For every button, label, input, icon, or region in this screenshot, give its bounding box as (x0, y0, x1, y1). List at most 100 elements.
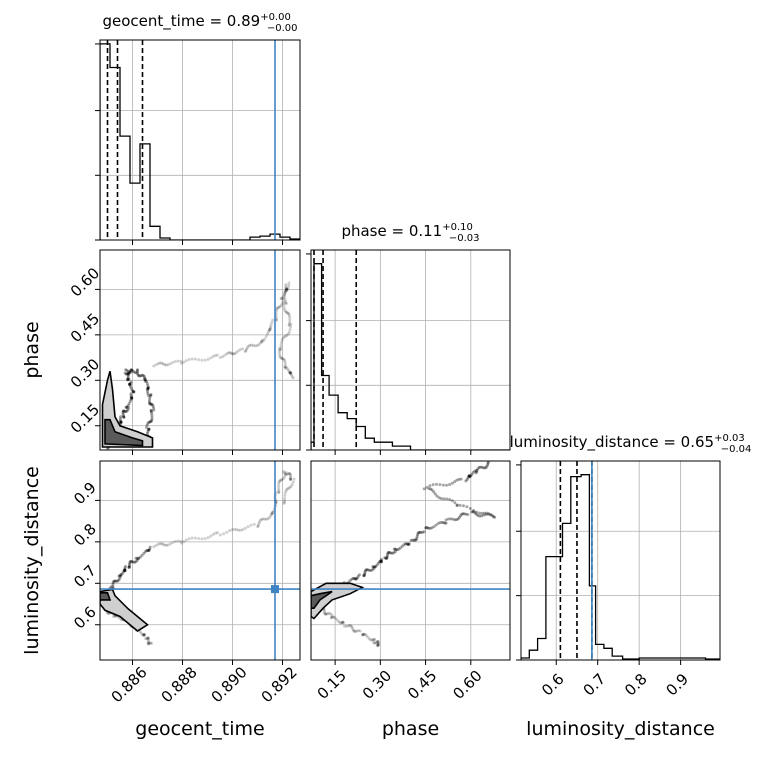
sample-point (480, 511, 484, 515)
sample-point (156, 362, 160, 366)
sample-point (361, 633, 365, 637)
panel-frame (310, 249, 511, 451)
sample-point (376, 641, 380, 645)
sample-point (149, 393, 153, 397)
sample-point (282, 500, 286, 504)
ytick-label: 0.45 (67, 310, 103, 346)
sample-point (243, 526, 247, 530)
sample-point (264, 517, 268, 521)
sample-point (286, 486, 290, 490)
sample-point (288, 371, 292, 375)
sample-point (187, 357, 191, 361)
sample-point (142, 633, 146, 637)
sample-point (152, 545, 156, 549)
sample-point (129, 380, 133, 384)
sample-point (354, 577, 358, 581)
sample-point (149, 641, 153, 645)
sample-point (237, 528, 241, 532)
ytick-label: 0.7 (70, 561, 100, 591)
sample-point (133, 560, 137, 564)
xtick-label: 0.886 (108, 663, 151, 706)
sample-point (376, 640, 380, 644)
sample-point (385, 555, 389, 559)
sample-point (289, 371, 293, 375)
panel-title-luminosity_distance: luminosity_distance = 0.65+0.03 −0.04 (510, 433, 752, 455)
sample-point (112, 580, 116, 584)
sample-point (129, 368, 133, 372)
sample-point (129, 384, 133, 388)
sample-point (234, 350, 238, 354)
sample-point (123, 568, 127, 572)
sample-point (148, 545, 152, 549)
sample-point (468, 474, 472, 478)
sample-point (283, 366, 287, 370)
sample-point (266, 517, 270, 521)
sample-point (215, 531, 219, 535)
sample-point (269, 325, 273, 329)
sample-point (406, 543, 410, 547)
sample-point (123, 371, 127, 375)
sample-point (228, 529, 232, 533)
sample-point (378, 559, 382, 563)
sample-point (230, 528, 234, 532)
sample-point (142, 551, 146, 555)
sample-point (146, 639, 150, 643)
sample-point (279, 304, 283, 308)
sample-point (251, 344, 255, 348)
sample-point (126, 378, 130, 382)
sample-point (146, 394, 150, 398)
sample-point (134, 560, 138, 564)
sample-point (277, 350, 281, 354)
sample-point (375, 640, 379, 644)
sample-point (193, 536, 197, 540)
sample-point (268, 328, 272, 332)
sample-point (453, 518, 457, 522)
sample-point (403, 542, 407, 546)
sample-point (290, 483, 294, 487)
sample-point (432, 525, 436, 529)
sample-point (247, 344, 251, 348)
grid (100, 40, 300, 240)
sample-point (257, 343, 261, 347)
sample-point (269, 514, 273, 518)
truth-marker (271, 585, 279, 594)
sample-point (136, 372, 140, 376)
sample-point (129, 386, 133, 390)
sample-point (123, 569, 127, 573)
sample-point (145, 423, 149, 427)
sample-point (146, 636, 150, 640)
sample-point (282, 294, 286, 298)
sample-point (370, 638, 374, 642)
sample-point (146, 640, 150, 644)
sample-point (277, 348, 281, 352)
sample-point (430, 526, 434, 530)
sample-point (450, 499, 454, 503)
sample-point (323, 611, 327, 615)
sample-point (146, 641, 150, 645)
sample-point (128, 382, 132, 386)
sample-point (361, 633, 365, 637)
sample-point (130, 396, 134, 400)
sample-point (263, 517, 267, 521)
sample-point (255, 344, 259, 348)
sample-point (379, 560, 383, 564)
sample-point (284, 310, 288, 314)
sample-point (338, 621, 342, 625)
sample-point (373, 565, 377, 569)
sample-point (480, 465, 484, 469)
sample-point (200, 537, 204, 541)
sample-point (128, 382, 132, 386)
sample-point (164, 543, 168, 547)
sample-point (372, 637, 376, 641)
sample-point (453, 501, 457, 505)
sample-point (179, 539, 183, 543)
sample-point (146, 429, 150, 433)
sample-point (379, 559, 383, 563)
sample-point (126, 377, 130, 381)
sample-point (151, 404, 155, 408)
sample-point (127, 370, 131, 374)
panel-joint-phase-luminosity_distance: 0.15 0.30 0.45 0.60 (310, 460, 511, 703)
sample-point (431, 483, 435, 487)
sample-point (349, 624, 353, 628)
sample-point (419, 530, 423, 534)
